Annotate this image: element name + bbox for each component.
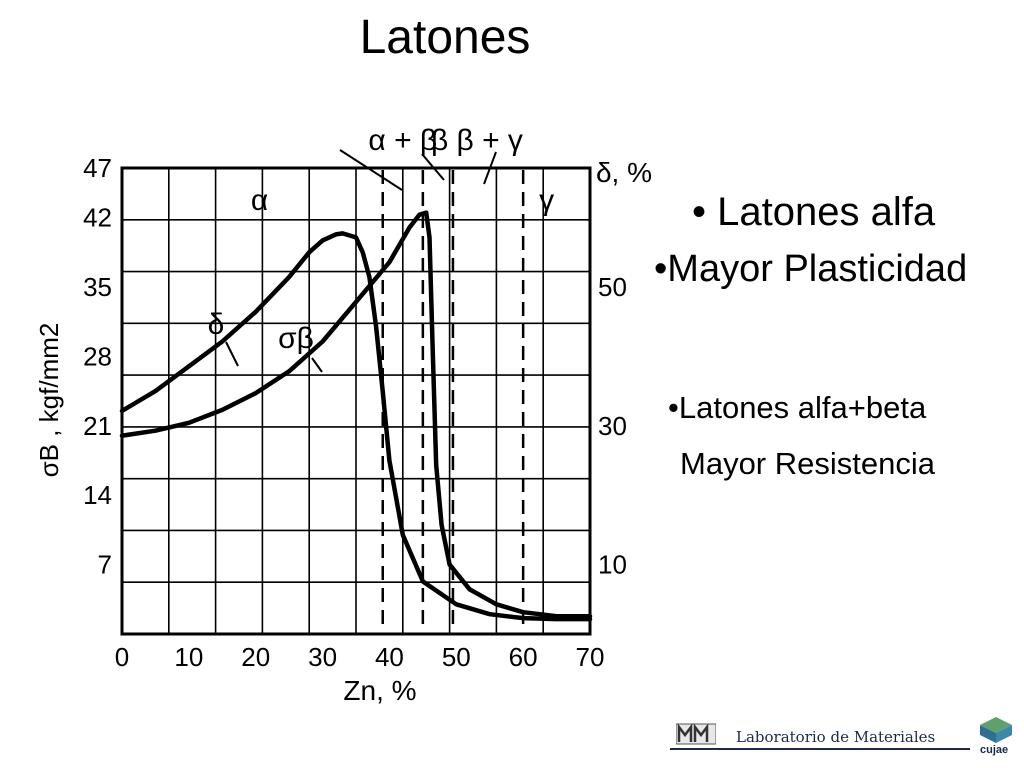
y-left-tick-label: 28 (83, 341, 112, 371)
bullet-mayor-plasticidad: •Mayor Plasticidad (654, 248, 968, 290)
plot-frame (120, 166, 592, 636)
curve-annotations: δ σβ (208, 308, 323, 373)
y-left-tick-label: 14 (83, 480, 112, 510)
y-left-tick-label: 21 (83, 411, 112, 441)
cujae-logo-icon (980, 717, 1012, 743)
y-left-tick-label: 47 (83, 153, 112, 183)
x-tick-label: 10 (174, 642, 203, 672)
curve-label: δ (208, 308, 225, 341)
chart-grid (122, 168, 590, 634)
label-pointer (339, 149, 403, 191)
x-tick-label: 20 (241, 642, 270, 672)
phase-region-label: α + β (368, 124, 437, 157)
x-axis-label: Zn, % (343, 675, 416, 706)
phase-region-label: β + γ (456, 124, 522, 157)
phase-region-labels: α α + ββ β + γ γ (251, 124, 554, 217)
bullet-latones-alfa-beta: •Latones alfa+beta (668, 390, 927, 425)
chart-curves (119, 210, 593, 622)
phase-region-label: β (431, 124, 448, 157)
x-tick-label: 30 (308, 642, 337, 672)
x-tick-label: 60 (509, 642, 538, 672)
series-curve-sigma (119, 210, 593, 619)
bullet-latones-alfa: • Latones alfa (692, 190, 936, 234)
lab-logo-icon (676, 723, 716, 745)
tick-labels: 0 10 20 30 40 50 60 70 7 14 21 28 35 42 47 10 30 50 (83, 153, 627, 672)
y-axis-right-label: δ, % (596, 157, 652, 188)
phase-region-label: α (251, 184, 268, 217)
curve-label-pointer (225, 341, 239, 367)
y-right-tick-label: 50 (598, 272, 627, 302)
y-right-tick-label: 10 (598, 550, 627, 580)
y-left-tick-label: 35 (83, 272, 112, 302)
curve-label-pointer (311, 357, 323, 373)
x-tick-label: 70 (576, 642, 605, 672)
x-tick-label: 40 (375, 642, 404, 672)
phase-region-label: γ (539, 184, 554, 217)
lab-name: Laboratorio de Materiales (736, 728, 936, 746)
y-right-tick-label: 30 (598, 411, 627, 441)
slide-title: Latones (359, 11, 531, 64)
label-pointer (483, 151, 497, 185)
bullet-mayor-resistencia: Mayor Resistencia (680, 446, 935, 481)
series-curve-delta (119, 231, 593, 622)
x-tick-label: 50 (442, 642, 471, 672)
y-left-tick-label: 42 (83, 203, 112, 233)
strength-ductility-chart: 0 10 20 30 40 50 60 70 7 14 21 28 35 42 47 10 30 50 α α + … (34, 124, 652, 706)
footer-divider (670, 748, 970, 750)
curve-label: σβ (278, 322, 314, 355)
y-axis-left-label: σB , kgf/mm2 (34, 323, 64, 478)
cujae-label: cujae (980, 744, 1009, 756)
label-pointer (421, 153, 445, 181)
y-left-tick-label: 7 (98, 550, 112, 580)
x-tick-label: 0 (115, 642, 129, 672)
footer-logos: Laboratorio de Materiales cujae (670, 712, 1024, 768)
